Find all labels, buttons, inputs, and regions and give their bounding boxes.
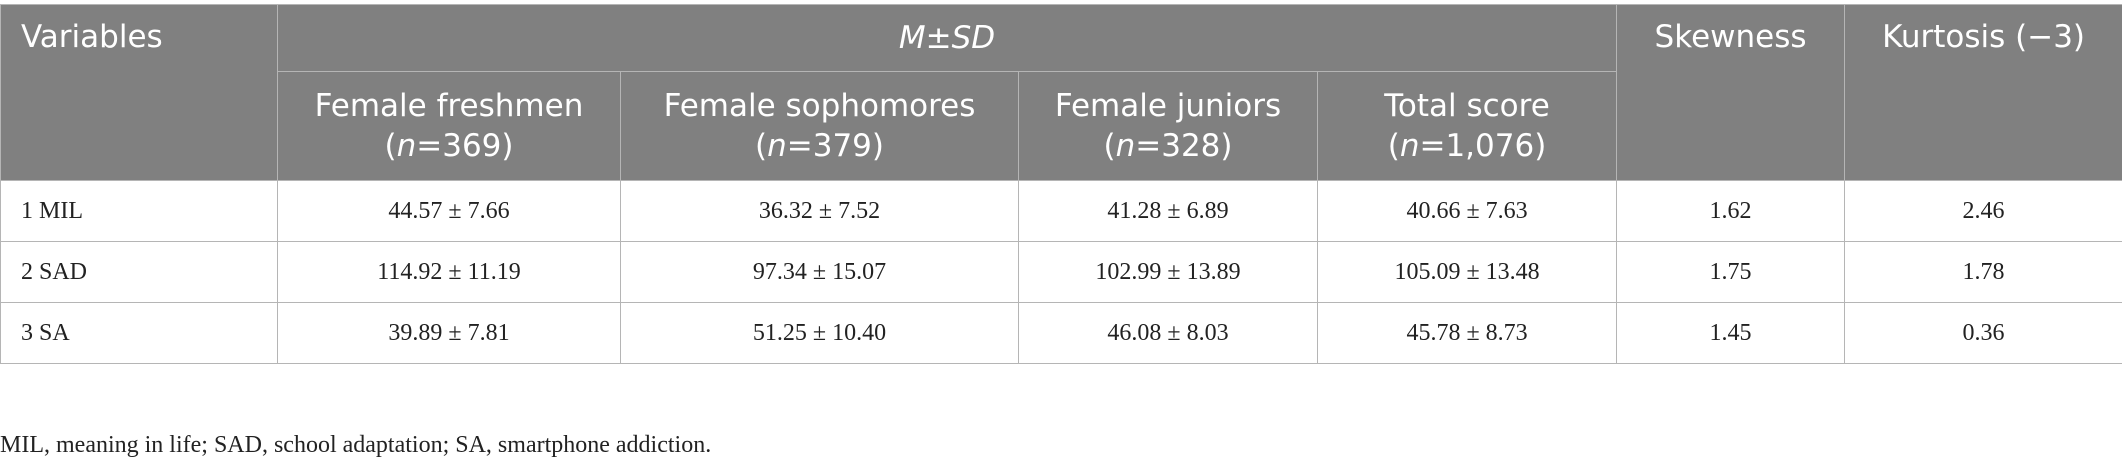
header-group: M±SD — [276, 4, 1618, 72]
text: =369) — [416, 128, 514, 164]
table-cell: 2.46 — [1844, 180, 2122, 242]
table-cell: 44.57 ± 7.66 — [277, 180, 621, 242]
table-cell: 41.28 ± 6.89 — [1018, 180, 1318, 242]
italic-text: M — [898, 20, 926, 56]
table-body: 1 MIL 44.57 ± 7.66 36.32 ± 7.52 41.28 ± 6.8… — [0, 180, 2122, 364]
table-cell: 114.92 ± 11.19 — [277, 241, 621, 303]
table-cell: 1.78 — [1844, 241, 2122, 303]
italic-text: n — [1115, 128, 1136, 164]
italic-text: SD — [951, 20, 996, 56]
header-cell: Female juniors (n=328) — [1018, 71, 1318, 181]
table-cell: 1 MIL — [0, 180, 278, 242]
header-cell: Kurtosis (−3) — [1844, 4, 2122, 181]
data-table: Variables M±SD Skewness Kurtosis (−3) Fe… — [0, 4, 2122, 364]
table-row: 3 SA 39.89 ± 7.81 51.25 ± 10.40 46.08 ± 8.0… — [0, 302, 2122, 364]
table-cell: 46.08 ± 8.03 — [1018, 302, 1318, 364]
footnote: MIL, meaning in life; SAD, school adapta… — [0, 432, 712, 458]
text: ( — [384, 128, 397, 164]
text: ± — [925, 20, 952, 56]
column-name: Female juniors — [1054, 88, 1282, 124]
table-cell: 1.75 — [1616, 241, 1846, 303]
italic-text: n — [396, 128, 417, 164]
table-cell: 36.32 ± 7.52 — [620, 180, 1019, 242]
text: =328) — [1135, 128, 1233, 164]
italic-text: n — [767, 128, 787, 164]
table-cell: 102.99 ± 13.89 — [1018, 241, 1318, 303]
header-cell: Female sophomores (n=379) — [620, 71, 1019, 181]
text: ( — [754, 128, 768, 164]
table-cell: 45.78 ± 8.73 — [1316, 302, 1618, 364]
text: =379) — [786, 128, 884, 164]
header-cell: Skewness — [1616, 4, 1846, 181]
table-cell: 0.36 — [1844, 302, 2122, 364]
header-row: Variables M±SD Skewness Kurtosis (−3) — [0, 4, 2122, 181]
table-cell: 40.66 ± 7.63 — [1316, 180, 1618, 242]
header-cell: Total score (n=1,076) — [1316, 71, 1618, 181]
header-row: Female freshmen (n=369) Female sophomores(… — [1, 71, 2122, 181]
table-cell: 1.45 — [1616, 302, 1846, 364]
text: =1,076) — [1419, 128, 1547, 164]
column-name: Female freshmen — [314, 88, 584, 124]
table-cell: 3 SA — [0, 302, 278, 364]
text: ( — [1387, 128, 1400, 164]
table-cell: 2 SAD — [0, 241, 278, 303]
table-cell: 97.34 ± 15.07 — [620, 241, 1019, 303]
table-cell: 51.25 ± 10.40 — [620, 302, 1019, 364]
header-cell: Female freshmen (n=369) — [277, 71, 621, 181]
italic-text: n — [1399, 128, 1420, 164]
table-cell: 1.62 — [1616, 180, 1846, 242]
column-name: Total score — [1384, 88, 1550, 124]
table-row: 2 SAD 114.92 ± 11.19 97.34 ± 15.07 102.99 ±… — [0, 241, 2122, 303]
table-row: 1 MIL 44.57 ± 7.66 36.32 ± 7.52 41.28 ± 6.8… — [0, 180, 2122, 242]
column-name: Female sophomores — [663, 88, 976, 124]
table-cell: 105.09 ± 13.48 — [1316, 241, 1618, 303]
table-cell: 39.89 ± 7.81 — [277, 302, 621, 364]
header-cell: Variables — [0, 4, 278, 181]
text: ( — [1103, 128, 1116, 164]
